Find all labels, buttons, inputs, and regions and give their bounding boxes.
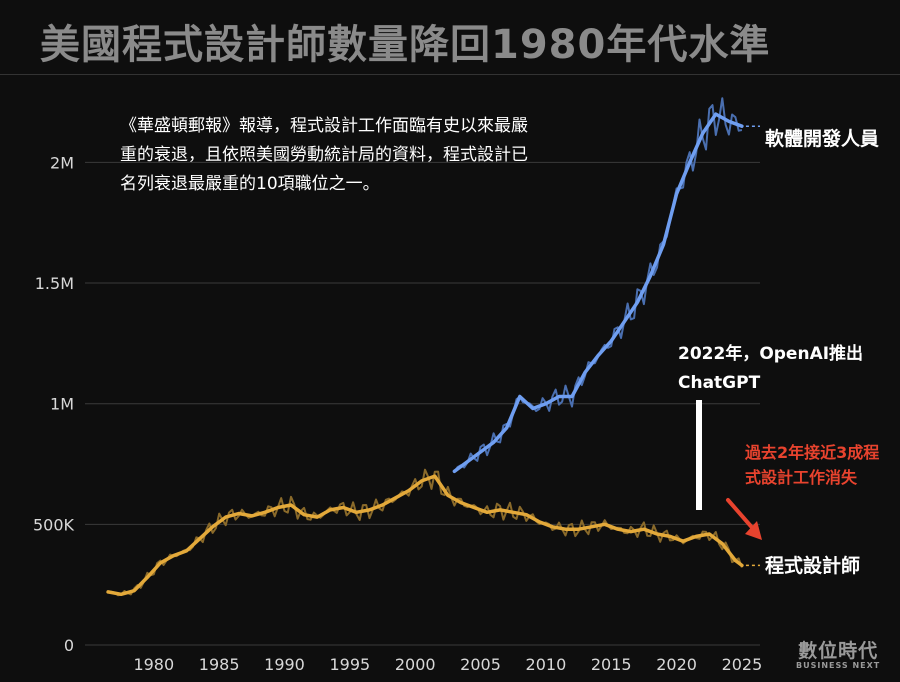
washington-post-note: 《華盛頓郵報》報導，程式設計工作面臨有史以來最嚴重的衰退，且依照美國勞動統計局的… [120,116,528,194]
x-tick-label: 2005 [460,655,501,674]
software-developers-trend-line [452,112,744,474]
x-tick-label: 2010 [526,655,567,674]
page-title: 美國程式設計師數量降回1980年代水準 [40,22,771,68]
logo-sub-text: BUSINESS NEXT [796,661,881,670]
series-label-programmers: 程式設計師 [765,555,861,577]
chatgpt-launch-note: 2022年，OpenAI推出ChatGPT [678,344,864,393]
title-divider [0,74,900,75]
grid-lines [85,161,760,646]
y-tick-label: 2M [50,153,74,172]
trend-series-lines [106,112,744,597]
x-axis-ticks: 1980 1985 1990 1995 2000 2005 2010 2015 2020 2025 [133,655,762,674]
x-tick-label: 2000 [395,655,436,674]
business-next-logo: 數位時代 BUSINESS NEXT [796,636,880,670]
x-tick-label: 1980 [133,655,174,674]
y-tick-label: 500K [33,515,75,534]
series-label-software-developers: 軟體開發人員 [765,128,880,150]
x-tick-label: 2020 [656,655,697,674]
logo-main-text: 數位時代 [798,640,879,662]
loss-arrow-head [745,521,762,540]
x-tick-label: 2025 [722,655,763,674]
y-axis-ticks: 0 500K 1M 1.5M 2M [33,153,75,655]
x-tick-label: 1990 [264,655,305,674]
programmers-trend-line [106,474,744,597]
loss-arrow-shaft [726,498,758,534]
y-tick-label: 0 [64,636,74,655]
job-loss-note: 過去2年接近3成程式設計工作消失 [745,443,880,487]
series-leader-lines [745,125,760,567]
x-tick-label: 2015 [591,655,632,674]
programmers-raw-line [108,468,743,597]
y-tick-label: 1.5M [35,274,74,293]
y-tick-label: 1M [50,395,74,414]
annotation-markers [696,400,762,540]
x-tick-label: 1995 [329,655,370,674]
x-tick-label: 1985 [199,655,240,674]
